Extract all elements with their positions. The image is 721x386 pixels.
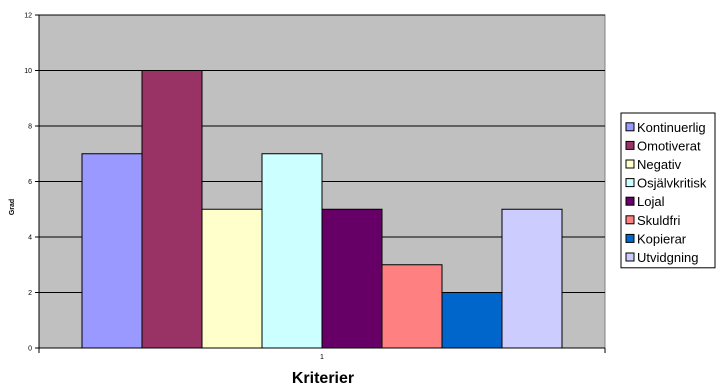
legend-box <box>620 112 716 269</box>
legend-label: Utvidgning <box>637 250 698 265</box>
legend-swatch <box>625 178 635 188</box>
y-tick-label: 8 <box>28 124 32 131</box>
bar-kontinuerlig <box>81 153 143 349</box>
bar-osj-lvkritisk <box>261 153 323 349</box>
bar-lojal <box>321 208 383 349</box>
y-tick-label: 0 <box>28 346 32 353</box>
x-axis-label: Kriterier <box>292 370 354 386</box>
x-tick-label: 1 <box>320 354 324 361</box>
bar-skuldfri <box>381 264 443 349</box>
bar-kopierar <box>441 292 503 349</box>
bar-utvidgning <box>501 208 563 349</box>
legend-label: Kopierar <box>637 231 687 246</box>
bar-omotiverat <box>141 70 203 349</box>
legend-swatch <box>625 196 635 206</box>
legend-label: Lojal <box>637 194 665 209</box>
legend-swatch <box>625 252 635 262</box>
axes: 0 2 4 6 8 10 12 1 <box>24 13 606 361</box>
legend-swatch <box>625 233 635 243</box>
y-tick-label: 6 <box>28 179 32 186</box>
bar-negativ <box>201 208 263 349</box>
bars <box>81 70 563 349</box>
legend-swatch <box>625 215 635 225</box>
y-tick-label: 4 <box>28 235 32 242</box>
legend-label: Osjälvkritisk <box>637 176 707 191</box>
legend-label: Skuldfri <box>637 213 680 228</box>
legend: Kontinuerlig Omotiverat Negativ Osjälvkriti… <box>620 112 716 269</box>
legend-label: Negativ <box>637 157 682 172</box>
legend-swatch <box>625 140 635 150</box>
legend-label: Kontinuerlig <box>637 120 706 135</box>
legend-swatch <box>625 159 635 169</box>
legend-label: Omotiverat <box>637 138 701 153</box>
legend-swatch <box>625 122 635 132</box>
y-tick-label: 10 <box>24 68 32 75</box>
y-axis-label: Grad <box>9 199 16 215</box>
y-tick-label: 2 <box>28 290 32 297</box>
y-tick-label: 12 <box>24 13 32 20</box>
